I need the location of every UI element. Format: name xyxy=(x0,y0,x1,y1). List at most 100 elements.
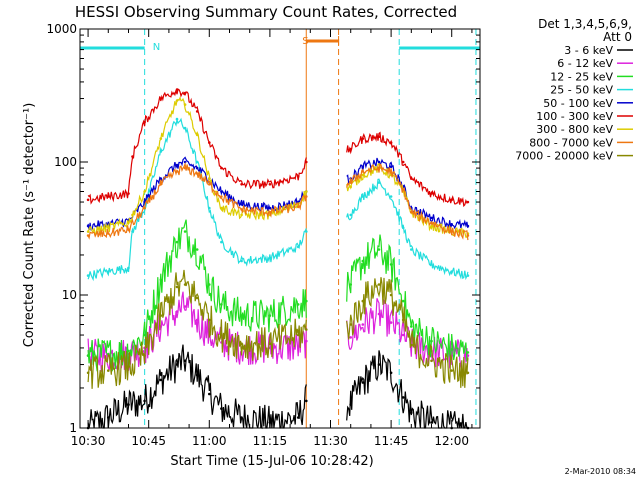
series-point xyxy=(305,160,308,164)
series-point xyxy=(195,110,199,113)
y-tick-label: 10 xyxy=(62,288,77,302)
series-point xyxy=(86,198,90,202)
series-point xyxy=(361,323,365,326)
series-point xyxy=(389,321,393,324)
series-point xyxy=(208,177,211,180)
legend-label-6: 100 - 300 keV xyxy=(536,110,613,123)
series-point xyxy=(305,399,308,403)
series-point xyxy=(296,205,300,209)
series-point xyxy=(240,208,243,211)
series-point xyxy=(183,359,187,363)
series-point xyxy=(86,234,90,237)
series-point xyxy=(220,303,223,306)
series-point xyxy=(220,407,223,410)
series-point xyxy=(305,328,308,331)
series-point xyxy=(430,263,433,266)
series-point xyxy=(175,170,179,173)
series-point xyxy=(466,234,470,237)
series-point xyxy=(377,248,381,251)
series-point xyxy=(361,173,365,177)
series-point xyxy=(410,248,413,251)
series-point xyxy=(220,333,223,337)
x-axis-label: Start Time (15-Jul-06 10:28:42) xyxy=(170,454,373,469)
series-point xyxy=(175,363,179,366)
series-point xyxy=(296,303,300,306)
series-point xyxy=(127,349,130,353)
series-point xyxy=(377,160,381,164)
series-point xyxy=(220,190,223,193)
series-point xyxy=(175,240,179,244)
series-point xyxy=(450,369,454,372)
series-point xyxy=(361,170,365,173)
series-point xyxy=(127,403,130,406)
series-point xyxy=(183,283,187,286)
series-point xyxy=(361,259,365,263)
legend-label-8: 800 - 7000 keV xyxy=(529,136,613,149)
series-point xyxy=(430,192,433,195)
series-point xyxy=(195,172,199,175)
x-tick-label: 11:45 xyxy=(374,434,409,448)
x-tick-label: 10:45 xyxy=(131,434,166,448)
series-point xyxy=(466,351,470,354)
series-point xyxy=(389,170,393,173)
x-tick-label: 12:00 xyxy=(434,434,469,448)
series-point xyxy=(208,392,211,396)
series-point xyxy=(389,263,393,266)
series-point xyxy=(159,97,163,100)
series-point xyxy=(183,305,187,308)
legend-header-line-2: Att 0 xyxy=(603,30,632,44)
series-point xyxy=(159,137,163,140)
y-tick-label: 100 xyxy=(54,155,77,169)
series-point xyxy=(296,416,300,419)
series-point xyxy=(220,206,223,210)
series-point xyxy=(183,126,187,130)
series-point xyxy=(430,224,433,228)
series-point xyxy=(143,333,146,337)
series-point xyxy=(240,342,243,346)
series-point xyxy=(127,266,130,270)
series-point xyxy=(195,160,199,164)
y-tick-label: 1 xyxy=(69,421,77,435)
series-point xyxy=(296,333,300,337)
series-point xyxy=(466,274,470,277)
series-point xyxy=(450,270,454,273)
series-point xyxy=(296,245,300,249)
series-point xyxy=(127,228,130,231)
series-point xyxy=(401,188,405,191)
chart-title: HESSI Observing Summary Count Rates, Cor… xyxy=(75,3,457,21)
series-point xyxy=(466,200,470,204)
plot-frame xyxy=(79,28,481,429)
series-point xyxy=(361,381,365,384)
series-point xyxy=(401,396,405,399)
series-point xyxy=(389,165,393,169)
series-point xyxy=(220,240,223,244)
series-point xyxy=(86,274,90,277)
x-tick-label: 10:30 xyxy=(71,434,106,448)
series-point xyxy=(240,259,243,263)
series-point xyxy=(195,133,199,137)
series-point xyxy=(389,195,393,198)
series-point xyxy=(410,343,413,347)
series-point xyxy=(175,310,179,313)
saa-label: S xyxy=(302,36,308,47)
series-point xyxy=(208,206,211,210)
series-point xyxy=(430,359,433,363)
series-point xyxy=(377,363,381,366)
series-point xyxy=(127,192,130,195)
series-point xyxy=(86,371,90,375)
series-line-9 xyxy=(87,269,469,389)
series-point xyxy=(430,339,433,343)
series-point xyxy=(377,181,381,184)
series-point xyxy=(410,177,413,180)
series-point xyxy=(377,135,381,138)
series-point xyxy=(430,216,433,220)
legend-label-1: 3 - 6 keV xyxy=(564,44,613,57)
series-point xyxy=(220,195,223,198)
series-point xyxy=(127,365,130,368)
series-point xyxy=(220,166,223,170)
series-point xyxy=(349,213,353,217)
series-point xyxy=(466,224,470,228)
series-point xyxy=(107,369,110,372)
series-point xyxy=(183,103,187,106)
